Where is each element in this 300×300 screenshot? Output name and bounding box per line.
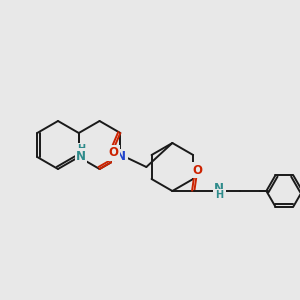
Text: H: H	[215, 190, 223, 200]
Text: O: O	[114, 154, 124, 166]
Text: N: N	[116, 151, 126, 164]
Text: O: O	[108, 146, 118, 160]
Text: O: O	[192, 164, 203, 176]
Text: N: N	[214, 182, 224, 194]
Text: H: H	[77, 144, 85, 154]
Text: N: N	[76, 149, 86, 163]
